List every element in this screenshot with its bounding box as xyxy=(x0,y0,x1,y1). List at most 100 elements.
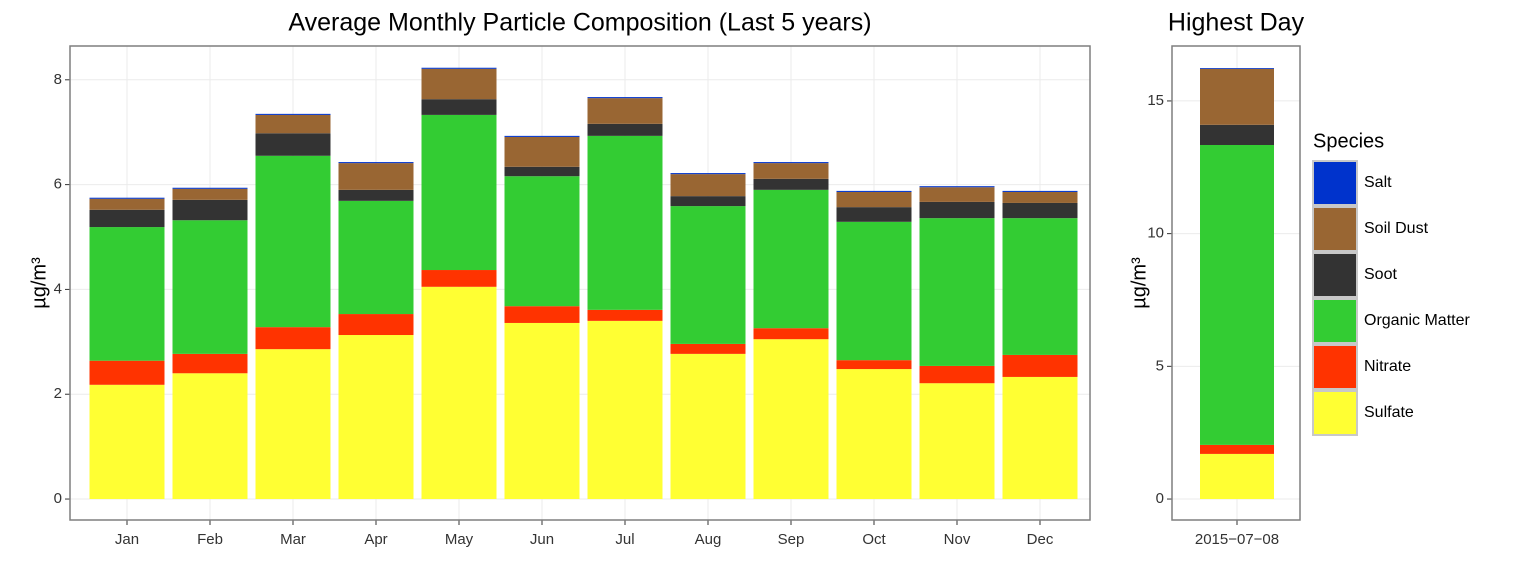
bar-segment xyxy=(255,114,331,134)
bar-segment xyxy=(670,353,746,500)
bar-segment xyxy=(587,135,663,310)
bar-segment xyxy=(504,322,580,500)
bar-segment xyxy=(1002,354,1078,377)
bar-segment xyxy=(504,306,580,323)
legend-label: Nitrate xyxy=(1364,358,1411,375)
legend-label: Salt xyxy=(1364,174,1392,191)
bar-segment xyxy=(919,365,995,384)
y-axis-title: µg/m³ xyxy=(1128,257,1150,309)
bar-segment xyxy=(421,286,497,500)
bar-segment xyxy=(338,200,414,315)
legend-label: Soot xyxy=(1364,266,1397,283)
bar-segment xyxy=(670,174,746,197)
bar-segment xyxy=(836,221,912,361)
x-tick-label: Sep xyxy=(778,531,805,548)
y-tick-label: 15 xyxy=(1147,92,1164,109)
bar-segment xyxy=(1002,190,1078,192)
bar-segment xyxy=(919,218,995,366)
legend-key xyxy=(1312,252,1358,298)
bar-segment xyxy=(1002,376,1078,500)
legend-key xyxy=(1312,344,1358,390)
bar-segment xyxy=(1002,191,1078,203)
y-tick-label: 6 xyxy=(54,176,62,193)
bar-segment xyxy=(919,186,995,188)
bar-segment xyxy=(172,353,248,374)
bar-segment xyxy=(587,123,663,136)
panel-border xyxy=(69,45,1091,521)
x-tick-label: 2015−07−08 xyxy=(1195,531,1279,548)
bar-segment xyxy=(1200,68,1274,125)
bar-segment xyxy=(421,67,497,69)
bar-segment xyxy=(670,196,746,207)
bar-segment xyxy=(89,209,165,228)
bar-segment xyxy=(753,178,829,190)
bar-segment xyxy=(1002,218,1078,355)
bar-segment xyxy=(670,206,746,344)
bar-segment xyxy=(172,199,248,221)
x-tick-label: Jul xyxy=(615,531,634,548)
bar-segment xyxy=(670,173,746,175)
y-tick-label: 10 xyxy=(1147,225,1164,242)
bar-segment xyxy=(753,163,829,179)
chart-title: Average Monthly Particle Composition (La… xyxy=(288,9,871,37)
bar-segment xyxy=(338,162,414,164)
bar-segment xyxy=(172,188,248,200)
bar-segment xyxy=(421,99,497,115)
bar-segment xyxy=(255,155,331,328)
bar-segment xyxy=(421,270,497,287)
chart-title: Highest Day xyxy=(1168,9,1305,37)
bar-segment xyxy=(504,136,580,167)
bar-segment xyxy=(338,335,414,500)
bar-segment xyxy=(504,135,580,137)
legend-key xyxy=(1312,390,1358,436)
bar-segment xyxy=(1200,144,1274,445)
bar-segment xyxy=(919,187,995,202)
bar-segment xyxy=(587,97,663,99)
bar-segment xyxy=(1200,444,1274,454)
bar-segment xyxy=(504,176,580,307)
bar-segment xyxy=(172,187,248,189)
legend-label: Organic Matter xyxy=(1364,312,1470,329)
legend-title: Species xyxy=(1313,130,1384,152)
bar-segment xyxy=(1200,124,1274,145)
bar-segment xyxy=(421,68,497,100)
bar-segment xyxy=(255,327,331,350)
legend-label: Soil Dust xyxy=(1364,220,1429,237)
bar-segment xyxy=(1200,68,1274,69)
x-tick-label: Mar xyxy=(280,531,306,548)
bar-segment xyxy=(836,207,912,222)
bar-segment xyxy=(919,383,995,500)
bar-segment xyxy=(587,98,663,124)
bar-segment xyxy=(421,114,497,271)
bar-segment xyxy=(836,360,912,370)
x-tick-label: Apr xyxy=(364,531,387,548)
bar-segment xyxy=(89,384,165,500)
bar-segment xyxy=(836,191,912,208)
bar-segment xyxy=(255,349,331,500)
y-tick-label: 4 xyxy=(54,280,62,297)
x-tick-label: Jun xyxy=(530,531,554,548)
legend-key xyxy=(1312,298,1358,344)
bar-segment xyxy=(504,166,580,177)
bar-segment xyxy=(255,133,331,156)
legend-key xyxy=(1312,206,1358,252)
y-tick-label: 2 xyxy=(54,385,62,402)
bar-segment xyxy=(89,197,165,199)
bar-segment xyxy=(255,113,331,115)
bar-segment xyxy=(587,309,663,321)
x-tick-label: May xyxy=(445,531,474,548)
bar-segment xyxy=(89,360,165,385)
legend-key xyxy=(1312,160,1358,206)
x-tick-label: Oct xyxy=(862,531,886,548)
bar-segment xyxy=(919,201,995,219)
x-tick-label: Feb xyxy=(197,531,223,548)
y-tick-label: 8 xyxy=(54,71,62,88)
panel-border xyxy=(1171,45,1301,521)
bar-segment xyxy=(753,339,829,500)
bar-segment xyxy=(753,189,829,329)
bar-segment xyxy=(172,373,248,500)
bar-segment xyxy=(172,220,248,354)
y-tick-label: 5 xyxy=(1156,357,1164,374)
